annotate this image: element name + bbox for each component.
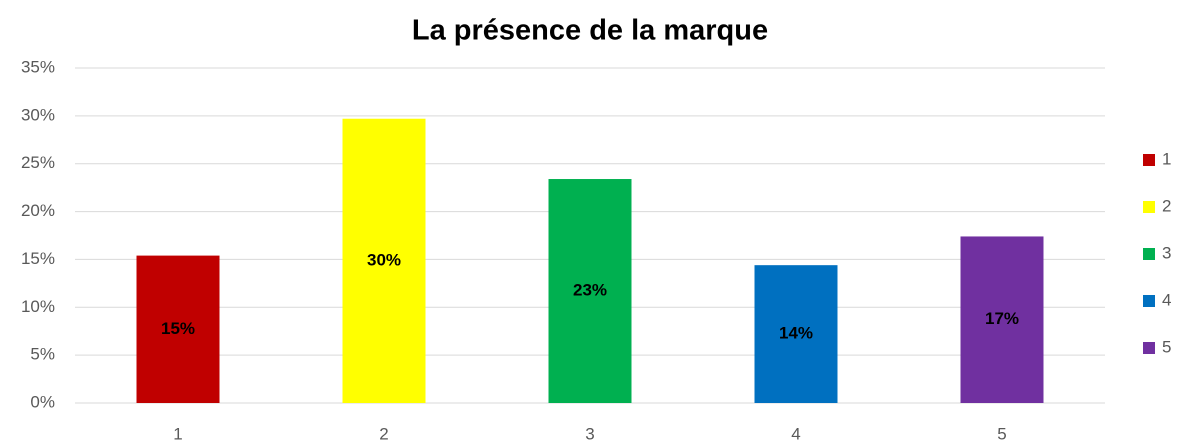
- y-tick-label: 15%: [21, 249, 55, 268]
- legend-label: 1: [1162, 149, 1171, 168]
- legend-swatch: [1143, 295, 1155, 307]
- x-tick-label: 1: [173, 424, 182, 443]
- bar: [342, 118, 426, 403]
- y-tick-label: 25%: [21, 153, 55, 172]
- legend-swatch: [1143, 201, 1155, 213]
- data-label: 23%: [573, 280, 607, 299]
- legend-label: 4: [1162, 290, 1171, 309]
- y-tick-label: 5%: [30, 345, 55, 364]
- bar: [960, 236, 1044, 403]
- legend-label: 5: [1162, 337, 1171, 356]
- chart-title: La présence de la marque: [412, 15, 768, 47]
- y-tick-label: 10%: [21, 297, 55, 316]
- y-tick-label: 0%: [30, 392, 55, 411]
- legend-swatch: [1143, 342, 1155, 354]
- y-tick-label: 30%: [21, 105, 55, 124]
- data-label: 15%: [161, 319, 195, 338]
- x-tick-label: 5: [997, 424, 1006, 443]
- data-label: 30%: [367, 250, 401, 269]
- data-label: 17%: [985, 309, 1019, 328]
- bar: [136, 255, 220, 403]
- legend-label: 3: [1162, 243, 1171, 262]
- bar: [754, 265, 838, 403]
- data-label: 14%: [779, 324, 813, 343]
- legend-label: 2: [1162, 196, 1171, 215]
- legend-swatch: [1143, 248, 1155, 260]
- bar: [548, 179, 632, 403]
- x-tick-label: 2: [379, 424, 388, 443]
- x-tick-label: 4: [791, 424, 800, 443]
- x-tick-label: 3: [585, 424, 594, 443]
- y-tick-label: 20%: [21, 201, 55, 220]
- y-tick-label: 35%: [21, 57, 55, 76]
- legend-swatch: [1143, 154, 1155, 166]
